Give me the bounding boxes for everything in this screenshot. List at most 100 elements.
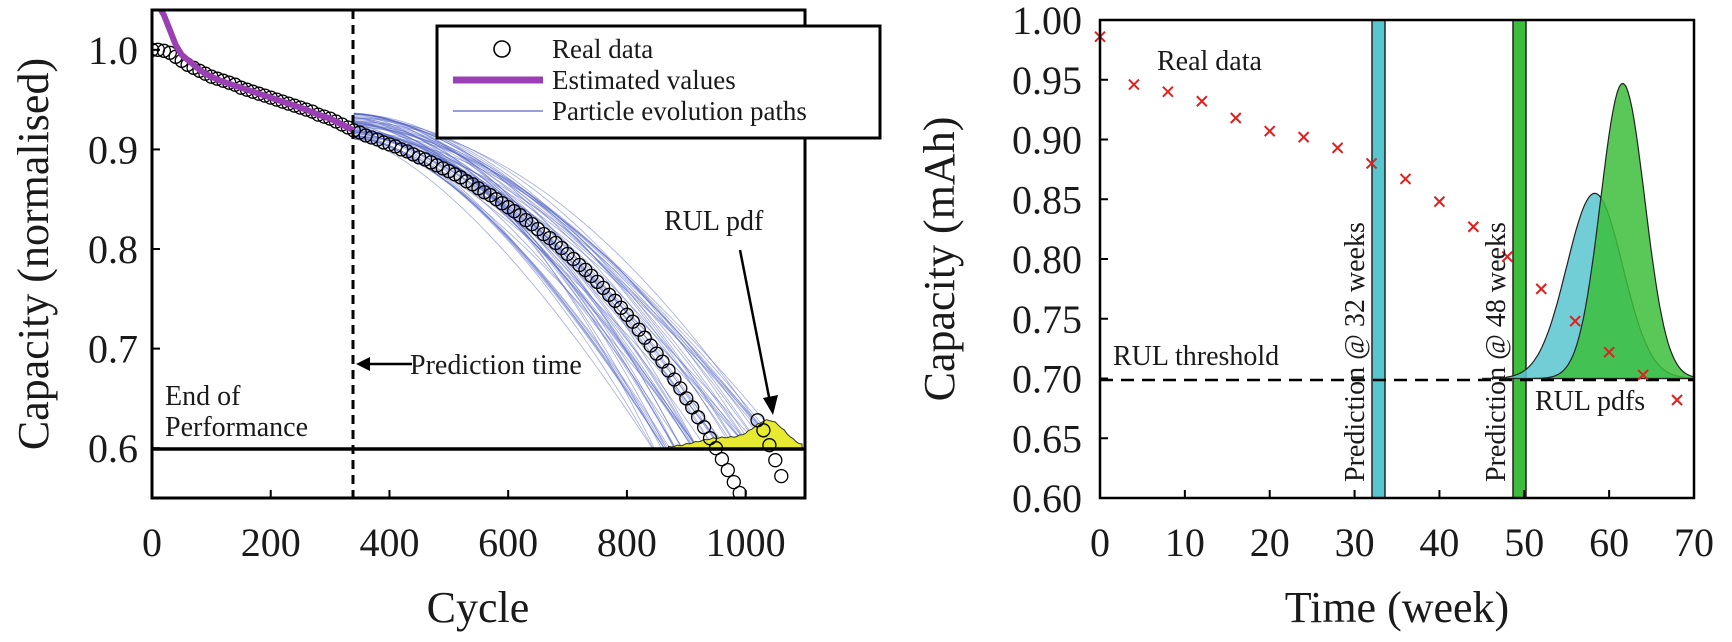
particle-path [353,126,665,449]
left-x-axis-label: Cycle [427,583,530,632]
right-chart: 0 10 20 30 40 50 60 70 1.00 0.95 0.90 0.85 0.80 0.75… [915,0,1714,632]
real-data-point [714,452,730,467]
left-x-ticks: 0 200 400 600 800 1000 [142,490,786,565]
rul-pdf-curve [1533,82,1694,380]
particle-path [353,114,676,449]
real-data-point [1603,346,1615,358]
particle-path [353,118,695,449]
right-y-tick-label: 0.95 [1012,58,1082,103]
real-data-point [1467,221,1480,233]
real-data-point [364,130,379,145]
left-y-tick-label: 0.9 [88,127,138,172]
right-x-tick-label: 0 [1090,520,1110,565]
left-x-tick-label: 200 [241,520,301,565]
right-x-tick-label: 10 [1165,520,1205,565]
prediction-48-label: Prediction @ 48 weeks [1481,222,1512,482]
real-data-point [1264,125,1276,137]
real-data-point [768,453,783,468]
left-estimated-series [157,10,356,134]
particle-path [353,112,781,449]
right-x-tick-label: 70 [1674,520,1714,565]
real-data-point [1196,95,1208,107]
real-data-point [1671,394,1683,406]
particle-path [353,136,768,449]
real-data-point [1365,157,1378,170]
particle-path [353,123,665,449]
real-data-point [726,474,741,490]
particle-path [353,123,662,449]
particle-path [353,126,752,449]
right-pdfs-label: RUL pdfs [1535,386,1645,417]
particle-path [353,126,761,449]
particle-path [353,121,775,449]
right-x-ticks: 0 10 20 30 40 50 60 70 [1090,490,1714,565]
left-particle-paths [353,112,788,449]
right-rul-pdfs [1482,82,1694,380]
left-prediction-time-annotation: Prediction time [356,350,582,381]
right-y-tick-label: 0.75 [1012,297,1082,342]
left-chart: 0 200 400 600 800 1000 0.60.70.80.91.0 Cycle … [9,8,882,632]
left-y-tick-label: 0.7 [88,327,138,372]
right-threshold-label: RUL threshold [1113,341,1279,372]
particle-path [353,124,739,449]
real-data-point [1637,369,1649,381]
left-x-tick-label: 400 [359,520,419,565]
left-y-tick-label: 0.6 [88,426,138,471]
estimated-values-line [157,10,356,134]
particle-path [353,117,733,449]
particle-path [353,121,715,449]
particle-path [353,131,762,449]
right-y-ticks: 1.00 0.95 0.90 0.85 0.80 0.75 0.70 0.65 0.60 [1012,0,1108,521]
legend-real-data-label: Real data [552,34,653,64]
prediction-32-band [1371,19,1386,499]
right-x-tick-label: 40 [1419,520,1459,565]
prediction-32-label: Prediction @ 32 weeks [1340,222,1371,482]
particle-path [353,133,694,449]
left-eop-label-line2: Performance [165,412,308,443]
particle-path [353,127,665,449]
right-real-data-label: Real data [1157,46,1263,77]
real-data-point [1501,250,1514,263]
particle-path [353,136,749,449]
real-data-point [411,150,427,165]
svg-text:RUL pdf: RUL pdf [664,206,764,237]
legend-estimated-label: Estimated values [552,65,736,95]
left-legend: Real data Estimated values Particle evol… [435,24,882,140]
right-y-tick-label: 0.60 [1012,476,1082,521]
right-x-tick-label: 60 [1589,520,1629,565]
left-rul-pdf-annotation: RUL pdf [664,206,778,415]
real-data-point [720,462,735,478]
right-real-data-series [1094,31,1683,406]
particle-path [353,120,721,449]
particle-path [353,134,699,449]
real-data-point [1230,112,1242,124]
particle-path [353,126,694,449]
particle-path [353,138,777,449]
legend-particle-label: Particle evolution paths [552,96,807,126]
prediction-48-band [1512,19,1527,499]
real-data-point [1433,195,1446,208]
particle-path [353,131,762,449]
real-data-point [1128,78,1140,91]
left-y-tick-label: 0.8 [88,227,138,272]
particle-path [353,117,727,449]
real-data-point [1569,315,1581,327]
particle-path [353,114,682,449]
right-y-tick-label: 0.65 [1012,416,1082,461]
real-data-point [1331,142,1344,154]
particle-path [353,117,788,449]
real-data-point [1297,131,1310,143]
right-x-tick-label: 30 [1335,520,1375,565]
left-y-tick-label: 1.0 [88,28,138,73]
real-data-point [1535,283,1547,295]
left-x-tick-label: 0 [142,520,162,565]
particle-path [353,138,653,449]
particle-path [353,113,655,449]
real-data-point [762,438,777,453]
right-y-tick-label: 0.85 [1012,177,1082,222]
real-data-point [756,423,771,438]
real-data-point [744,497,748,498]
legend-real-data-marker [493,40,511,58]
right-x-tick-label: 20 [1250,520,1290,565]
